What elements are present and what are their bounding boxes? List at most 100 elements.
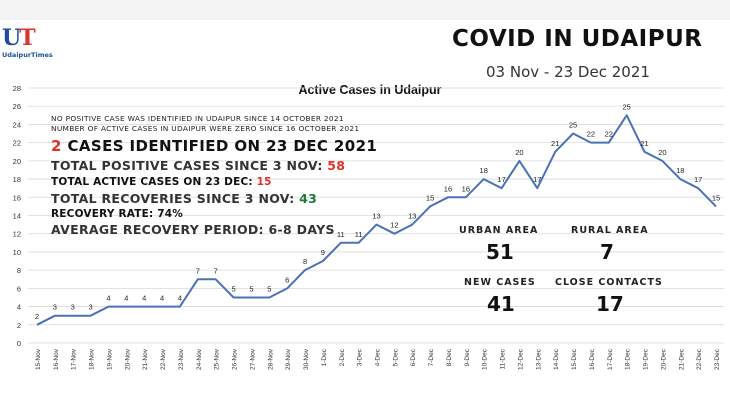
total-active: TOTAL ACTIVE CASES ON 23 DEC: 15 (51, 176, 272, 188)
data-label: 21 (551, 139, 559, 148)
data-label: 3 (89, 303, 93, 312)
x-tick-label: 22-Nov (160, 348, 167, 370)
y-tick-label: 22 (13, 139, 21, 148)
y-tick-label: 4 (17, 303, 21, 312)
x-tick-label: 7-Dec (428, 348, 435, 366)
x-tick-label: 5-Dec (392, 348, 399, 366)
data-label: 7 (196, 266, 200, 275)
data-label: 2 (35, 312, 39, 321)
x-tick-label: 13-Dec (535, 348, 542, 370)
logo: UT UdaipurTimes (2, 27, 53, 59)
data-label: 20 (515, 148, 523, 157)
logo-text: UdaipurTimes (2, 51, 53, 59)
total-recoveries-label: TOTAL RECOVERIES SINCE 3 NOV: (51, 191, 300, 206)
x-tick-label: 23-Nov (178, 348, 185, 370)
x-tick-label: 22-Dec (696, 348, 703, 370)
date-range: 03 Nov - 23 Dec 2021 (486, 63, 650, 81)
total-recoveries-value: 43 (299, 191, 318, 206)
logo-mark: UT (2, 27, 53, 49)
data-label: 4 (106, 294, 110, 303)
x-tick-label: 3-Dec (357, 348, 364, 366)
x-tick-label: 14-Dec (553, 348, 560, 370)
data-label: 12 (390, 221, 398, 230)
data-label: 17 (694, 175, 702, 184)
data-label: 3 (71, 303, 75, 312)
data-label: 25 (622, 102, 630, 111)
total-active-value: 15 (256, 176, 272, 188)
data-label: 7 (214, 266, 218, 275)
data-label: 5 (231, 284, 235, 293)
data-label: 17 (533, 175, 541, 184)
x-tick-label: 11-Dec (500, 348, 507, 369)
x-tick-label: 26-Nov (232, 348, 239, 370)
rural-area-label: RURAL AREA (571, 225, 649, 236)
total-recoveries: TOTAL RECOVERIES SINCE 3 NOV: 43 (51, 191, 317, 206)
data-label: 11 (337, 230, 345, 239)
x-tick-label: 24-Nov (196, 348, 203, 370)
x-tick-label: 16-Nov (53, 348, 60, 370)
total-active-label: TOTAL ACTIVE CASES ON 23 DEC: (51, 176, 257, 188)
x-tick-label: 6-Dec (410, 348, 417, 366)
data-label: 18 (480, 166, 488, 175)
x-tick-label: 8-Dec (446, 348, 453, 366)
x-tick-label: 18-Dec (625, 348, 632, 370)
data-label: 5 (267, 284, 271, 293)
chart-title: Active Cases in Udaipur (298, 83, 441, 97)
identified-text: CASES IDENTIFIED ON 23 DEC 2021 (61, 137, 378, 155)
new-cases-label: NEW CASES (464, 277, 536, 288)
x-tick-label: 16-Dec (589, 348, 596, 370)
y-tick-label: 14 (13, 212, 21, 221)
urban-area-label: URBAN AREA (459, 225, 539, 236)
data-label: 22 (605, 130, 613, 139)
x-tick-label: 1-Dec (321, 348, 328, 366)
x-tick-label: 20-Dec (660, 348, 667, 370)
identified-count: 2 (51, 137, 62, 155)
y-tick-label: 28 (13, 84, 21, 93)
x-tick-label: 27-Nov (249, 348, 256, 370)
page-title: COVID IN UDAIPUR (452, 26, 703, 52)
data-label: 13 (408, 212, 416, 221)
data-label: 3 (53, 303, 57, 312)
y-tick-label: 2 (17, 321, 21, 330)
x-tick-label: 30-Nov (303, 348, 310, 370)
y-tick-label: 16 (13, 193, 21, 202)
x-tick-label: 18-Nov (89, 348, 96, 370)
data-label: 15 (712, 193, 720, 202)
y-tick-label: 26 (13, 102, 21, 111)
x-tick-label: 17-Dec (607, 348, 614, 370)
y-tick-label: 6 (17, 284, 21, 293)
urban-area-value: 51 (486, 240, 514, 264)
close-contacts-label: CLOSE CONTACTS (555, 277, 663, 288)
data-labels: 2 3 3 3 4 4 4 4 4 7 7 5 5 5 6 8 9 11 11 13 12 13 15 16 16 18 17 20 1… (35, 102, 720, 320)
x-tick-label: 15-Dec (571, 348, 578, 370)
data-label: 18 (676, 166, 684, 175)
data-label: 21 (640, 139, 648, 148)
top-bar (0, 0, 730, 20)
data-label: 20 (658, 148, 666, 157)
data-label: 13 (372, 212, 380, 221)
recovery-rate: RECOVERY RATE: 74% (51, 208, 183, 220)
new-cases-value: 41 (487, 292, 515, 316)
logo-mark-u: U (2, 25, 21, 51)
data-label: 8 (303, 257, 307, 266)
data-label: 4 (178, 294, 182, 303)
y-tick-label: 20 (13, 157, 21, 166)
x-tick-label: 2-Dec (339, 348, 346, 366)
y-tick-label: 8 (17, 266, 21, 275)
data-label: 4 (160, 294, 164, 303)
x-tick-label: 9-Dec (464, 348, 471, 366)
cases-identified: 2 CASES IDENTIFIED ON 23 DEC 2021 (51, 137, 377, 155)
logo-mark-t: T (19, 25, 35, 51)
y-tick-label: 12 (13, 230, 21, 239)
x-tick-label: 23-Dec (714, 348, 721, 370)
x-tick-label: 10-Dec (482, 348, 489, 370)
x-tick-label: 19-Nov (106, 348, 113, 370)
data-label: 6 (285, 275, 289, 284)
x-tick-label: 25-Nov (214, 348, 221, 370)
data-label: 16 (444, 184, 452, 193)
y-tick-label: 10 (13, 248, 21, 257)
data-label: 11 (355, 230, 363, 239)
